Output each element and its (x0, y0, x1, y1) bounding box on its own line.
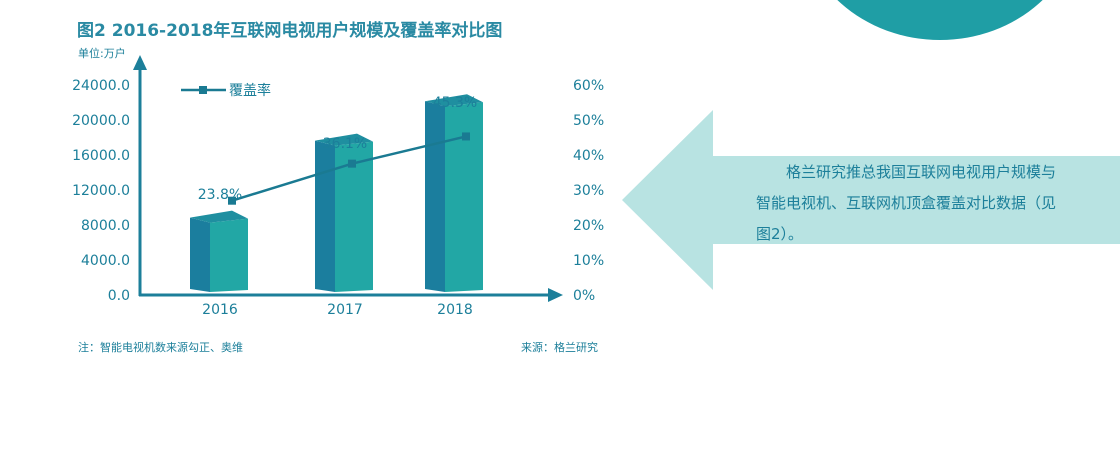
x-tick-label: 2017 (327, 302, 363, 318)
coverage-point (228, 196, 236, 205)
y-left-tick-label: 8000.0 (81, 218, 130, 234)
y-right-tick-label: 50% (573, 113, 604, 129)
x-tick-label: 2016 (202, 302, 238, 318)
y-right-tick-label: 40% (573, 148, 604, 164)
x-axis-arrow-icon (548, 288, 563, 302)
bar-top-face (315, 133, 373, 146)
legend-label: 覆盖率 (229, 82, 271, 99)
bar-side-face (425, 101, 445, 292)
bar-top-face (425, 94, 483, 107)
bar-side-face (315, 140, 335, 292)
bar-front-face (335, 141, 373, 292)
bar (190, 210, 248, 292)
y-left-tick-label: 12000.0 (72, 183, 130, 199)
decorative-circle (800, 0, 1080, 40)
y-right-tick-label: 60% (573, 78, 604, 94)
bar (425, 94, 483, 292)
y-left-tick-label: 16000.0 (72, 148, 130, 164)
y-right-tick-label: 0% (573, 288, 595, 304)
coverage-data-label: 36.1% (323, 136, 367, 152)
coverage-data-label: 23.8% (198, 187, 242, 203)
x-tick-label: 2018 (437, 302, 473, 318)
bar-side-face (190, 217, 210, 292)
coverage-point (348, 159, 356, 168)
callout-arrow (622, 110, 1120, 290)
coverage-point (462, 132, 470, 141)
y-right-tick-label: 30% (573, 183, 604, 199)
chart: 24000.0 20000.0 16000.0 12000.0 8000.0 4000.0… (72, 55, 604, 318)
y-right-tick-label: 20% (573, 218, 604, 234)
bar-front-face (210, 218, 248, 292)
y-right-tick-label: 10% (573, 253, 604, 269)
callout-text: 格兰研究推总我国互联网电视用户规模与智能电视机、互联网机顶盒覆盖对比数据（见图2… (756, 163, 1057, 243)
bar-front-face (445, 102, 483, 292)
chart-title: 图2 2016-2018年互联网电视用户规模及覆盖率对比图 (77, 21, 503, 41)
y-left-tick-label: 24000.0 (72, 78, 130, 94)
y-left-tick-label: 20000.0 (72, 113, 130, 129)
y-axis-arrow-icon (133, 55, 147, 70)
y-left-tick-label: 0.0 (108, 288, 130, 304)
legend-marker-icon (199, 86, 207, 94)
bar-top-face (190, 210, 248, 223)
chart-source: 来源：格兰研究 (521, 341, 598, 354)
chart-note: 注：智能电视机数来源勾正、奥维 (78, 341, 243, 354)
coverage-data-label: 45.3% (433, 95, 477, 111)
unit-label: 单位:万户 (78, 47, 126, 60)
bar (315, 133, 373, 292)
y-left-tick-label: 4000.0 (81, 253, 130, 269)
